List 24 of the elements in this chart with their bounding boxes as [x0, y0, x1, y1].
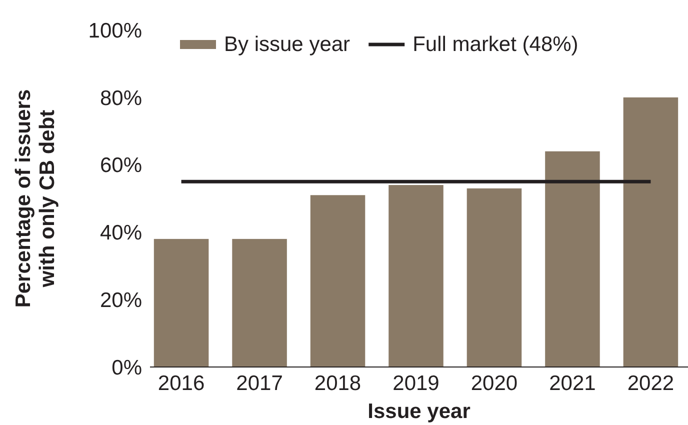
y-tick-label: 40%	[100, 222, 142, 245]
x-axis-title: Issue year	[368, 400, 470, 423]
x-tick-label: 2018	[314, 372, 362, 395]
x-tick-label: 2017	[236, 372, 283, 395]
y-tick-label: 60%	[100, 154, 142, 178]
bar	[154, 238, 209, 367]
x-tick-label: 2021	[549, 372, 596, 395]
x-tick-label: 2020	[470, 372, 518, 395]
x-tick-label: 2019	[392, 372, 440, 395]
bar	[310, 195, 366, 367]
legend-label: Full market (48%)	[412, 33, 578, 56]
y-axis-title: Percentage of issuers with only CB debt	[12, 89, 59, 308]
y-tick-label: 80%	[100, 86, 142, 110]
bar	[388, 185, 444, 367]
bar	[466, 188, 522, 367]
bar	[232, 238, 287, 367]
x-tick-label: 2022	[627, 372, 674, 395]
y-tick-label: 0%	[112, 356, 142, 380]
x-tick-label: 2016	[158, 372, 205, 395]
bar	[623, 97, 678, 367]
y-tick-label: 100%	[88, 19, 142, 42]
y-tick-label: 20%	[100, 288, 142, 312]
bar	[545, 151, 600, 367]
legend-label: By issue year	[224, 33, 350, 56]
